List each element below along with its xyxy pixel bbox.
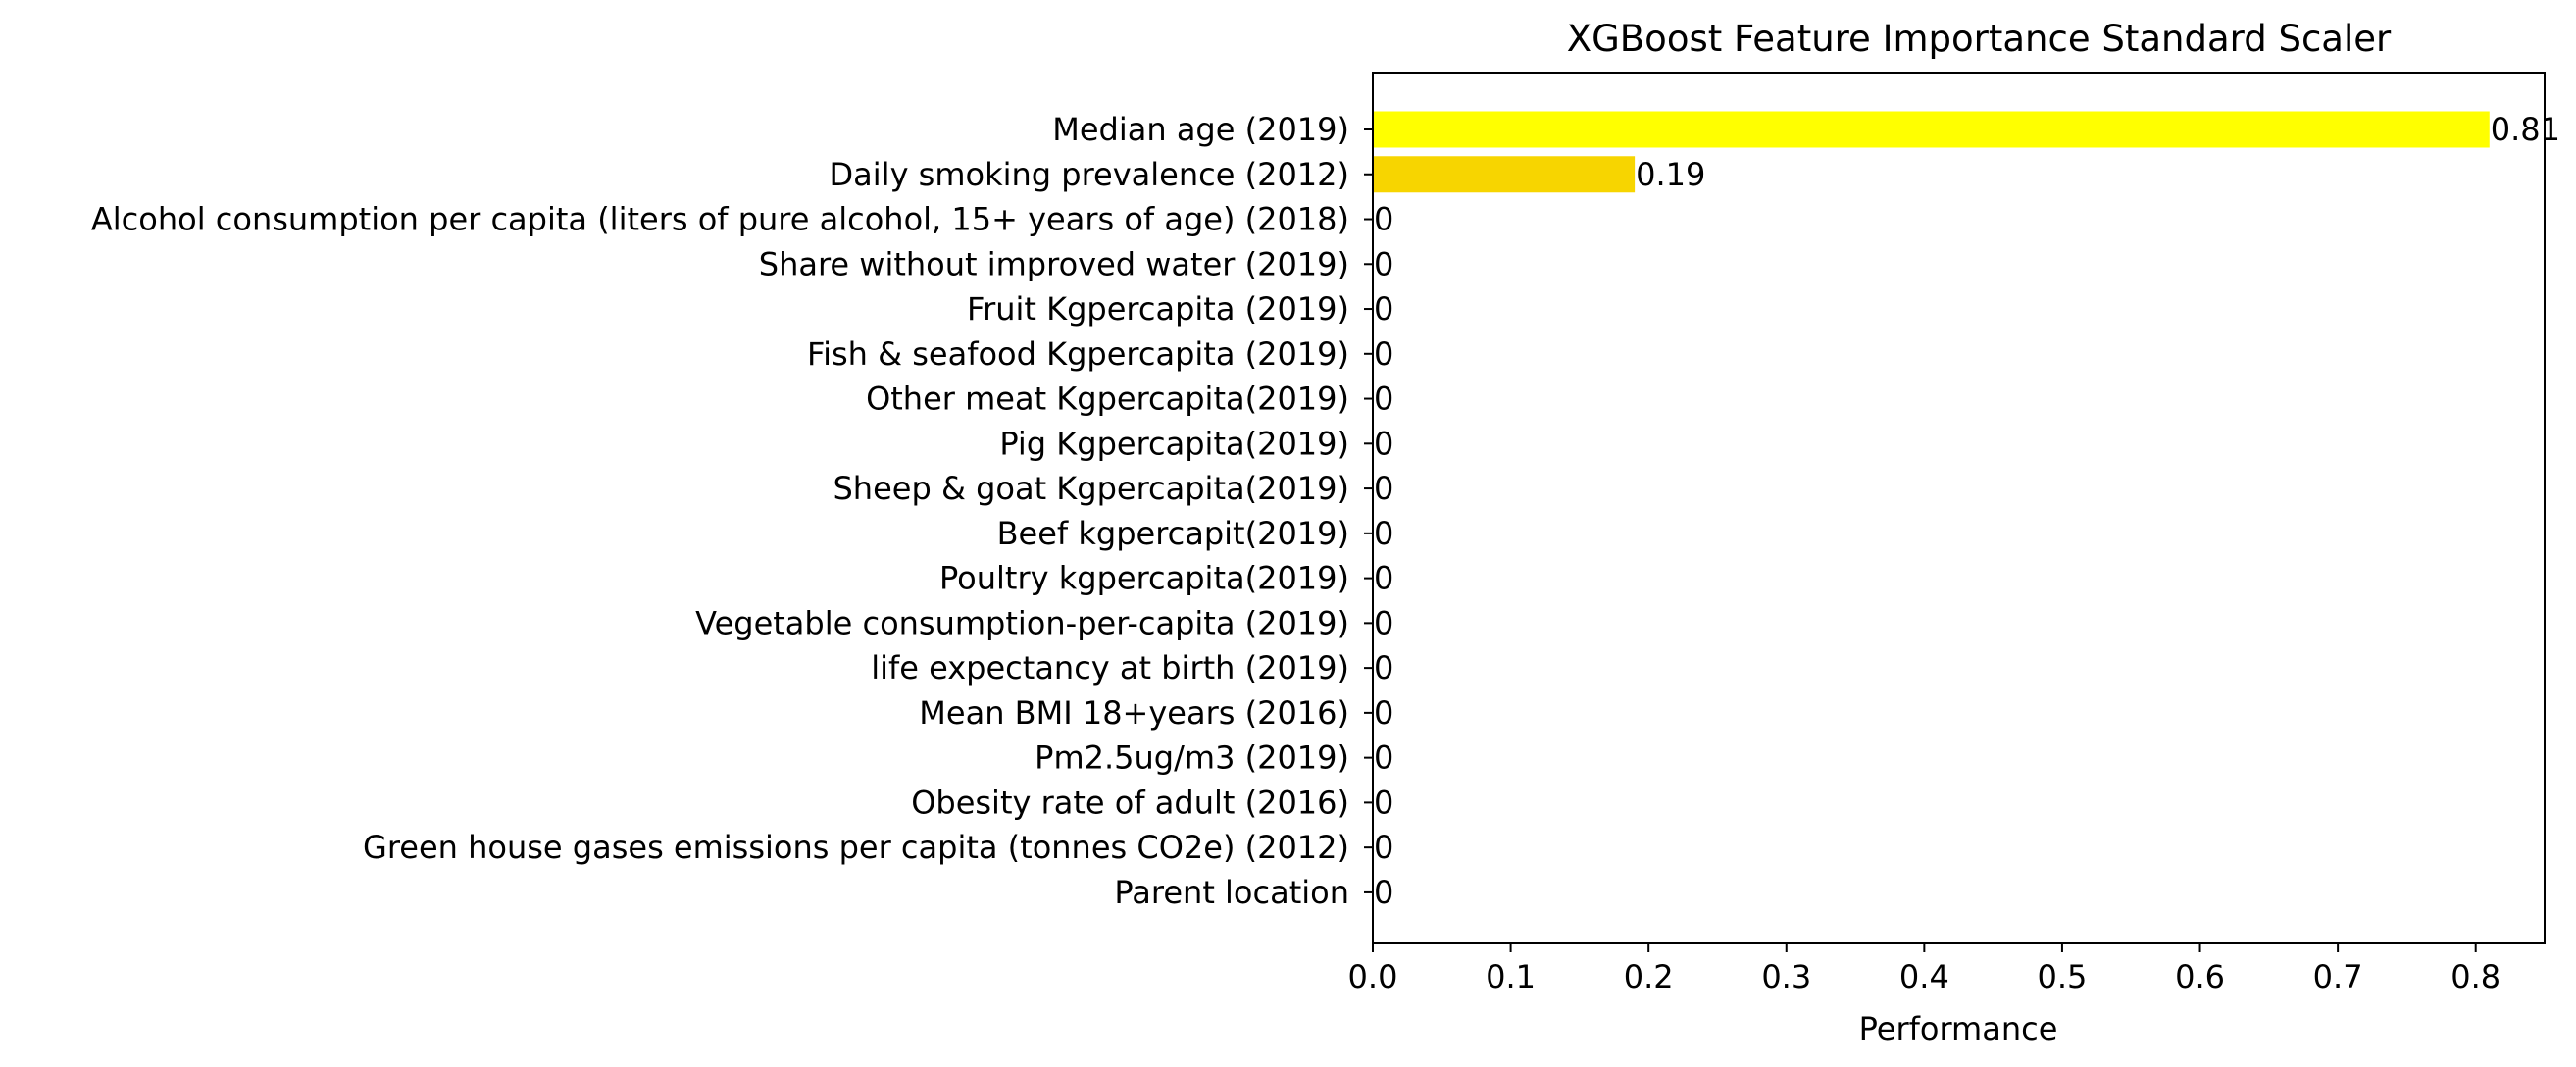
category-label: Other meat Kgpercapita(2019) bbox=[866, 381, 1349, 418]
category-label: Vegetable consumption-per-capita (2019) bbox=[695, 604, 1349, 641]
category-label: Parent location bbox=[1114, 874, 1349, 911]
x-tick-label: 0.3 bbox=[1761, 958, 1811, 995]
x-tick-label: 0.4 bbox=[1899, 958, 1949, 995]
category-label: Fish & seafood Kgpercapita (2019) bbox=[807, 335, 1349, 373]
category-label: Beef kgpercapit(2019) bbox=[997, 515, 1349, 552]
data-label: 0 bbox=[1374, 335, 1393, 373]
data-label: 0.81 bbox=[2491, 111, 2560, 148]
x-tick-label: 0.6 bbox=[2175, 958, 2225, 995]
data-label: 0 bbox=[1374, 381, 1393, 418]
category-label: Daily smoking prevalence (2012) bbox=[830, 156, 1349, 193]
category-label: Mean BMI 18+years (2016) bbox=[919, 694, 1349, 732]
data-label: 0 bbox=[1374, 201, 1393, 238]
chart-title: XGBoost Feature Importance Standard Scal… bbox=[1567, 18, 2392, 60]
category-label: Green house gases emissions per capita (… bbox=[363, 829, 1349, 866]
bar bbox=[1373, 156, 1636, 193]
category-label: Poultry kgpercapita(2019) bbox=[939, 560, 1349, 597]
data-labels: 0.81 0.19 0 0 0 0 0 0 0 0 0 0 0 0 0 0 0 0 bbox=[1374, 111, 2560, 911]
data-label: 0 bbox=[1374, 739, 1393, 777]
data-label: 0 bbox=[1374, 425, 1393, 462]
category-label: Obesity rate of adult (2016) bbox=[911, 784, 1349, 821]
category-label: Median age (2019) bbox=[1052, 111, 1349, 148]
data-label: 0 bbox=[1374, 874, 1393, 911]
data-label: 0 bbox=[1374, 604, 1393, 641]
bars-layer bbox=[1373, 111, 2490, 193]
plot-frame bbox=[1372, 72, 2546, 944]
x-tick-label: 0.2 bbox=[1624, 958, 1674, 995]
x-tick-label: 0.8 bbox=[2450, 958, 2500, 995]
x-tick-label: 0.1 bbox=[1486, 958, 1536, 995]
category-label: life expectancy at birth (2019) bbox=[871, 649, 1349, 686]
category-label: Share without improved water (2019) bbox=[759, 245, 1349, 282]
category-label: Sheep & goat Kgpercapita(2019) bbox=[833, 470, 1349, 507]
data-label: 0.19 bbox=[1636, 156, 1705, 193]
bar bbox=[1373, 111, 2490, 148]
category-label: Pm2.5ug/m3 (2019) bbox=[1035, 739, 1349, 777]
data-label: 0 bbox=[1374, 649, 1393, 686]
data-label: 0 bbox=[1374, 470, 1393, 507]
category-label: Pig Kgpercapita(2019) bbox=[999, 425, 1349, 462]
x-tick-label: 0.5 bbox=[2037, 958, 2087, 995]
category-label: Fruit Kgpercapita (2019) bbox=[967, 290, 1349, 328]
x-axis-ticks: 0.0 0.1 0.2 0.3 0.4 0.5 0.6 0.7 0.8 bbox=[1348, 943, 2500, 995]
y-ticks bbox=[1364, 128, 1373, 893]
category-label: Alcohol consumption per capita (liters o… bbox=[91, 201, 1349, 238]
data-label: 0 bbox=[1374, 829, 1393, 866]
data-label: 0 bbox=[1374, 515, 1393, 552]
data-label: 0 bbox=[1374, 694, 1393, 732]
data-label: 0 bbox=[1374, 290, 1393, 328]
data-label: 0 bbox=[1374, 560, 1393, 597]
category-labels: Median age (2019) Daily smoking prevalenc… bbox=[91, 111, 1349, 911]
data-label: 0 bbox=[1374, 784, 1393, 821]
data-label: 0 bbox=[1374, 245, 1393, 282]
x-axis-label: Performance bbox=[1859, 1010, 2058, 1047]
x-tick-label: 0.0 bbox=[1348, 958, 1398, 995]
x-tick-label: 0.7 bbox=[2313, 958, 2363, 995]
